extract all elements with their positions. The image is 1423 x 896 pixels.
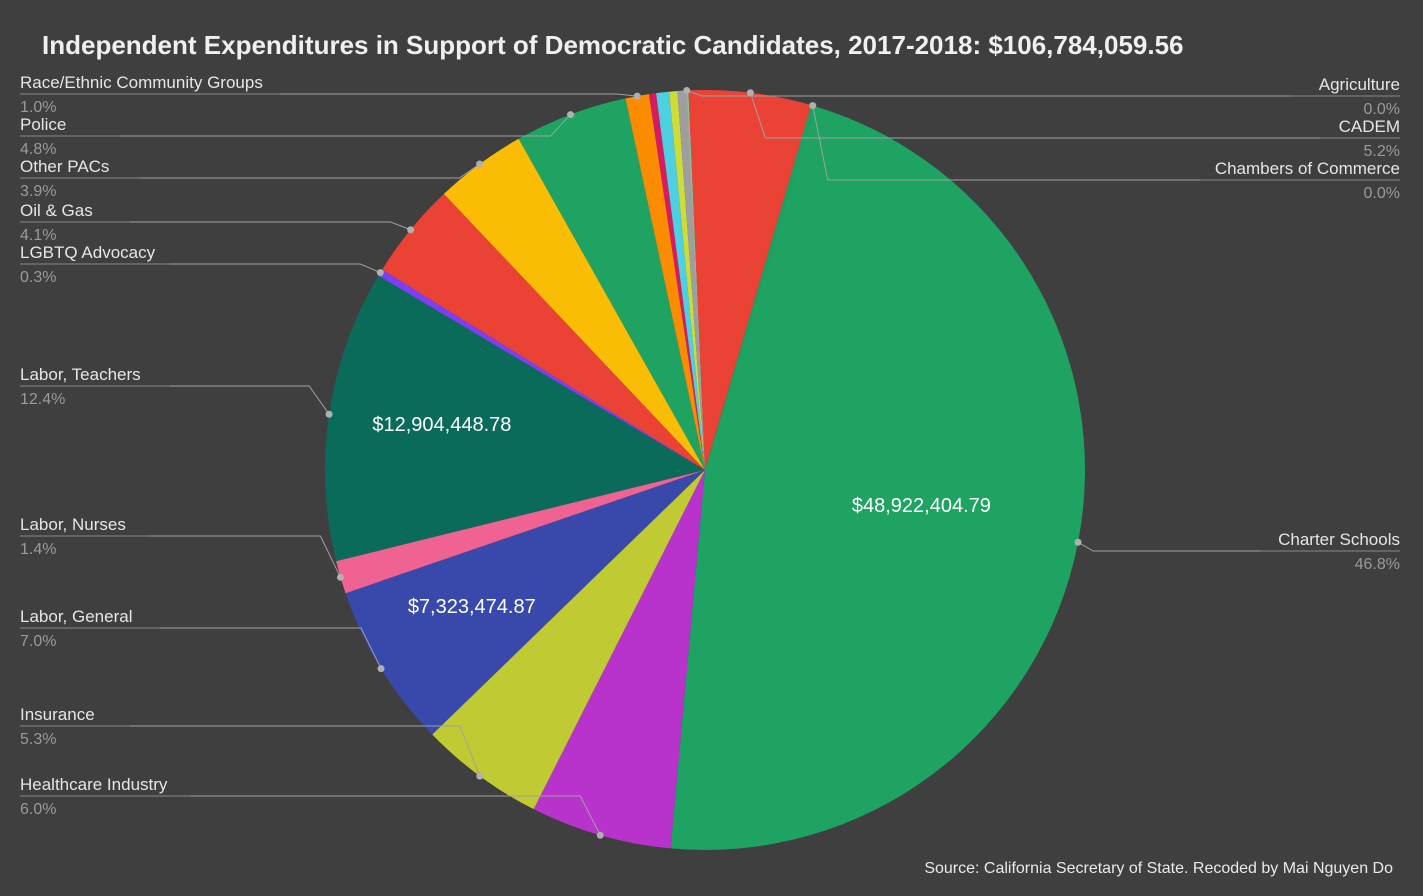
legend-percent: 0.0% bbox=[1364, 101, 1400, 118]
legend-percent: 4.8% bbox=[20, 141, 56, 158]
legend-percent: 6.0% bbox=[20, 801, 56, 818]
legend-label: Labor, General bbox=[20, 607, 132, 626]
legend-label: Other PACs bbox=[20, 157, 109, 176]
legend-percent: 0.0% bbox=[1364, 185, 1400, 202]
legend-label: Oil & Gas bbox=[20, 201, 93, 220]
legend-label: Charter Schools bbox=[1278, 530, 1400, 549]
legend-label: CADEM bbox=[1339, 117, 1400, 136]
legend-percent: 12.4% bbox=[20, 391, 65, 408]
slice-value-label: $12,904,448.78 bbox=[372, 414, 511, 436]
legend-percent: 7.0% bbox=[20, 633, 56, 650]
slice-value-label: $7,323,474.87 bbox=[408, 596, 536, 618]
legend-percent: 4.1% bbox=[20, 227, 56, 244]
slice-value-label: $48,922,404.79 bbox=[852, 495, 991, 517]
legend-percent: 5.2% bbox=[1364, 143, 1400, 160]
legend-label: Race/Ethnic Community Groups bbox=[20, 73, 263, 92]
legend-label: Healthcare Industry bbox=[20, 775, 168, 794]
legend-label: Insurance bbox=[20, 705, 95, 724]
legend-label: LGBTQ Advocacy bbox=[20, 243, 156, 262]
legend-percent: 1.4% bbox=[20, 541, 56, 558]
legend-percent: 3.9% bbox=[20, 183, 56, 200]
legend-percent: 0.3% bbox=[20, 269, 56, 286]
legend-percent: 1.0% bbox=[20, 99, 56, 116]
legend-label: Labor, Nurses bbox=[20, 515, 126, 534]
legend-label: Police bbox=[20, 115, 66, 134]
pie-chart: $48,922,404.79 $7,323,474.87 $12,904,448.7… bbox=[0, 0, 1423, 896]
legend-label: Agriculture bbox=[1319, 75, 1400, 94]
legend-label: Chambers of Commerce bbox=[1215, 159, 1400, 178]
legend-percent: 46.8% bbox=[1355, 556, 1400, 573]
legend-label: Labor, Teachers bbox=[20, 365, 141, 384]
legend-percent: 5.3% bbox=[20, 731, 56, 748]
